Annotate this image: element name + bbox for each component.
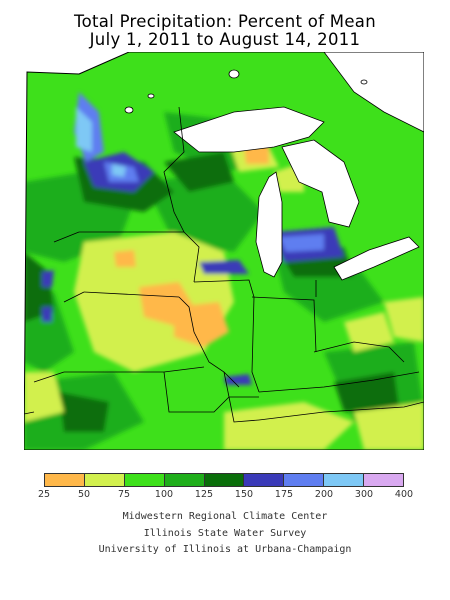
great-lakes — [173, 52, 424, 281]
islands — [124, 69, 368, 114]
legend-swatch — [204, 474, 245, 486]
precipitation-map — [24, 52, 424, 450]
legend-label: 25 — [37, 489, 51, 500]
credit-line3: University of Illinois at Urbana-Champai… — [98, 544, 352, 555]
legend-labels: 25 50 75 100 125 150 175 200 300 400 — [38, 489, 413, 501]
legend-label: 50 — [77, 489, 91, 500]
map-title-line2: July 1, 2011 to August 14, 2011 — [89, 30, 361, 49]
legend-swatch — [244, 474, 285, 486]
map-title-line1: Total Precipitation: Percent of Mean — [74, 12, 376, 31]
legend-swatch — [164, 474, 205, 486]
precipitation-fill — [24, 52, 424, 450]
state-boundaries — [24, 106, 424, 423]
legend-swatch — [84, 474, 125, 486]
legend-label: 75 — [117, 489, 131, 500]
region-outline — [24, 52, 424, 450]
legend-swatch — [124, 474, 165, 486]
legend-label: 200 — [314, 489, 334, 500]
legend-label: 175 — [274, 489, 294, 500]
legend-swatch — [364, 474, 404, 486]
legend-swatch — [45, 474, 85, 486]
legend-label: 150 — [234, 489, 254, 500]
legend-label: 125 — [194, 489, 214, 500]
legend-swatch — [324, 474, 365, 486]
legend-label: 100 — [154, 489, 174, 500]
credit-line2: Illinois State Water Survey — [143, 528, 307, 539]
legend-colorbar — [44, 473, 404, 487]
legend-swatch — [284, 474, 325, 486]
legend-label: 400 — [394, 489, 414, 500]
credit-line1: Midwestern Regional Climate Center — [122, 511, 328, 522]
legend-label: 300 — [354, 489, 374, 500]
